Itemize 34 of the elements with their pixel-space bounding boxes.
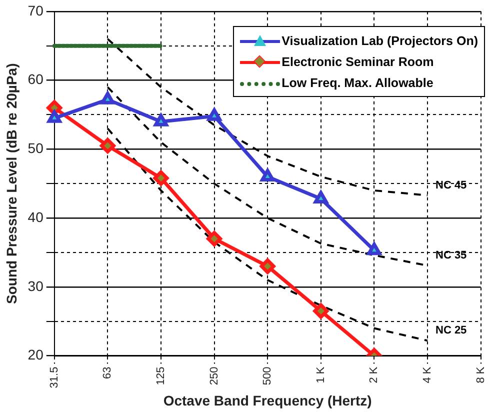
x-tick-label: 125 (155, 366, 168, 386)
point (313, 303, 329, 319)
x-tick-label: 8 K (474, 366, 487, 384)
x-tick-label: 500 (262, 366, 274, 386)
point (260, 168, 275, 182)
y-axis-title: Sound Pressure Level (dB re 20µPa) (3, 63, 20, 304)
x-tick-label: 250 (208, 366, 220, 386)
point (260, 258, 276, 274)
x-axis-title: Octave Band Frequency (Hertz) (163, 392, 372, 408)
annotation: NC 25 (435, 324, 467, 337)
point (100, 92, 115, 104)
x-tick-label: 63 (102, 366, 114, 380)
point (100, 138, 116, 154)
x-tick-label: 4 K (422, 366, 434, 384)
y-tick-label: 40 (28, 208, 44, 225)
point (206, 230, 222, 246)
point (47, 110, 62, 123)
y-tick-label: 30 (28, 278, 44, 294)
y-tick-label: 50 (28, 140, 44, 156)
annotation: NC 35 (435, 250, 467, 262)
point (207, 108, 222, 121)
x-tick-label: 31.5 (48, 366, 60, 388)
legend-label: Low Freq. Max. Allowable (282, 76, 434, 90)
point (154, 114, 168, 126)
x-tick-label: 2 K (368, 366, 380, 384)
legend-label: Visualization Lab (Projectors On) (282, 34, 478, 48)
point (367, 242, 382, 256)
legend-label: Electronic Seminar Room (282, 54, 434, 68)
point (153, 170, 169, 186)
point (314, 191, 328, 204)
y-tick-label: 20 (28, 346, 44, 363)
y-tick-label: 60 (28, 71, 44, 88)
y-tick-label: 70 (28, 2, 44, 18)
x-tick-label: 1 K (314, 366, 327, 384)
